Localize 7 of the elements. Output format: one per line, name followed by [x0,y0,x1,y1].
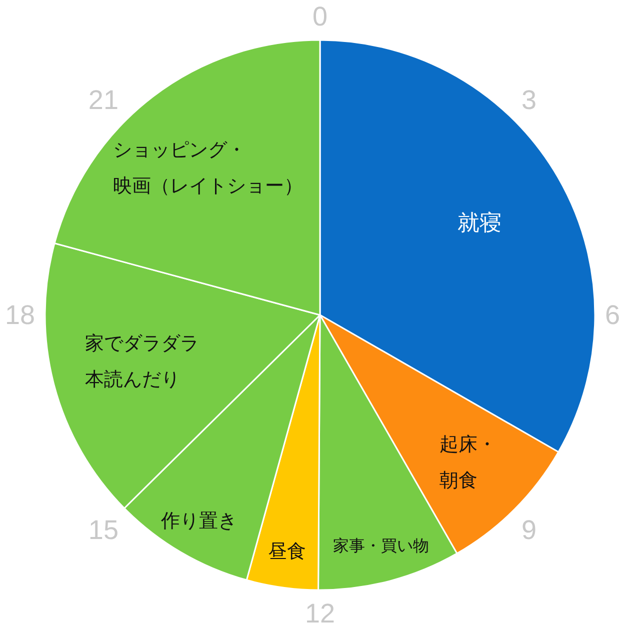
slice-label: 起床・朝食 [439,433,496,492]
slice-label: 家事・買い物 [332,536,429,555]
slice-label: 家でダラダラ本読んだり [84,332,199,390]
slice-label: 就寝 [457,210,502,236]
slice-label: 昼食 [268,541,306,562]
slice-label: 作り置き [160,510,237,532]
slice-label: ショッピング・映画（レイトショー） [112,140,303,198]
